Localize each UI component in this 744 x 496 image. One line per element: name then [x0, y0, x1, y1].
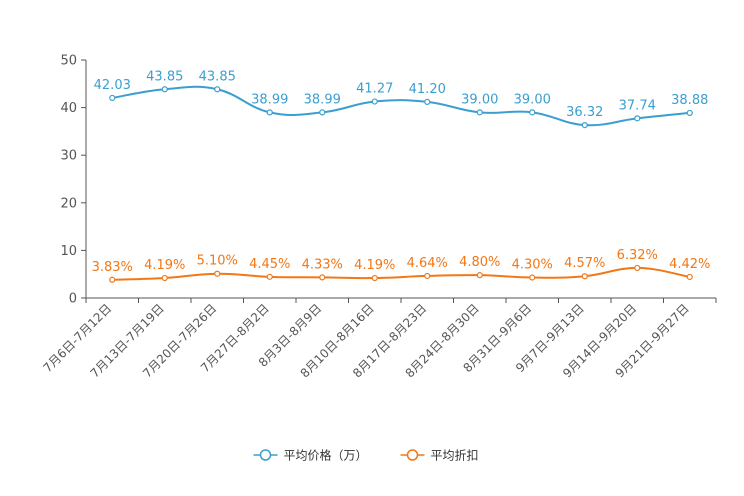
series-line: [112, 266, 690, 281]
series-2: 3.83% 4.19% 5.10% 4.45% 4.33% 4.19% 4.64% 4.80%…: [92, 248, 710, 283]
data-point[interactable]: [109, 94, 116, 102]
data-label: 42.03: [94, 78, 131, 93]
data-label: 3.83%: [92, 260, 133, 275]
data-point[interactable]: [371, 274, 378, 282]
legend[interactable]: 平均价格（万） 平均折扣: [253, 448, 479, 463]
data-label: 4.80%: [459, 255, 500, 270]
legend-marker: [406, 449, 419, 461]
data-point[interactable]: [371, 98, 378, 105]
y-tick-label: 50: [60, 54, 77, 69]
data-label: 36.32: [566, 105, 603, 120]
data-point[interactable]: [319, 109, 326, 116]
series-line: [112, 85, 690, 127]
data-point[interactable]: [319, 274, 326, 281]
legend-label: 平均折扣: [431, 448, 479, 463]
data-label: 37.74: [619, 98, 656, 113]
legend-label: 平均价格（万）: [284, 448, 368, 463]
y-axis: 0 10 20 30 40 50: [60, 54, 87, 307]
legend-item-1[interactable]: 平均价格（万）: [253, 448, 368, 463]
y-tick-label: 10: [60, 244, 77, 259]
data-label: 4.19%: [354, 258, 395, 273]
data-label: 4.33%: [302, 257, 343, 272]
data-point[interactable]: [686, 273, 693, 281]
data-point[interactable]: [529, 274, 536, 281]
y-tick-label: 40: [60, 101, 77, 116]
data-label: 4.19%: [144, 258, 185, 273]
data-label: 39.00: [461, 92, 498, 107]
legend-item-2[interactable]: 平均折扣: [400, 448, 479, 463]
legend-marker: [259, 449, 272, 461]
series-1: 42.03 43.85 43.85 38.99 38.99 41.27 41.20 39.00…: [94, 69, 708, 129]
data-point[interactable]: [109, 276, 116, 283]
x-axis: 7月6日-7月12日7月13日-7月19日7月20日-7月26日7月27日-8月…: [40, 297, 717, 381]
y-tick-label: 20: [60, 196, 77, 211]
y-tick-label: 30: [60, 149, 77, 164]
data-point[interactable]: [266, 109, 273, 116]
series-layer: 42.03 43.85 43.85 38.99 38.99 41.27 41.20 39.00…: [92, 69, 710, 283]
data-point[interactable]: [476, 272, 483, 279]
data-label: 38.99: [251, 92, 288, 107]
data-label: 41.27: [356, 82, 393, 97]
data-point[interactable]: [214, 86, 221, 93]
data-label: 6.32%: [617, 248, 658, 263]
data-label: 4.57%: [564, 256, 605, 271]
data-label: 39.00: [514, 92, 551, 107]
data-label: 4.45%: [249, 257, 290, 272]
data-point[interactable]: [581, 122, 588, 129]
data-point[interactable]: [424, 98, 431, 105]
data-label: 4.30%: [512, 258, 553, 273]
y-tick-label: 0: [69, 292, 77, 307]
data-point[interactable]: [424, 272, 431, 280]
data-point[interactable]: [266, 273, 273, 280]
data-label: 4.64%: [407, 256, 448, 271]
data-point[interactable]: [634, 115, 641, 122]
data-point[interactable]: [634, 264, 641, 272]
data-point[interactable]: [686, 109, 693, 117]
data-point[interactable]: [161, 274, 168, 282]
data-label: 4.42%: [669, 257, 710, 272]
data-label: 43.85: [199, 69, 236, 84]
data-label: 38.99: [304, 92, 341, 107]
data-point[interactable]: [529, 109, 536, 116]
data-label: 38.88: [671, 93, 708, 108]
data-label: 43.85: [146, 69, 183, 84]
data-point[interactable]: [476, 109, 483, 116]
data-point[interactable]: [161, 86, 168, 93]
data-label: 41.20: [409, 82, 446, 97]
data-point[interactable]: [214, 270, 221, 277]
data-label: 5.10%: [197, 254, 238, 269]
data-point[interactable]: [581, 273, 588, 280]
